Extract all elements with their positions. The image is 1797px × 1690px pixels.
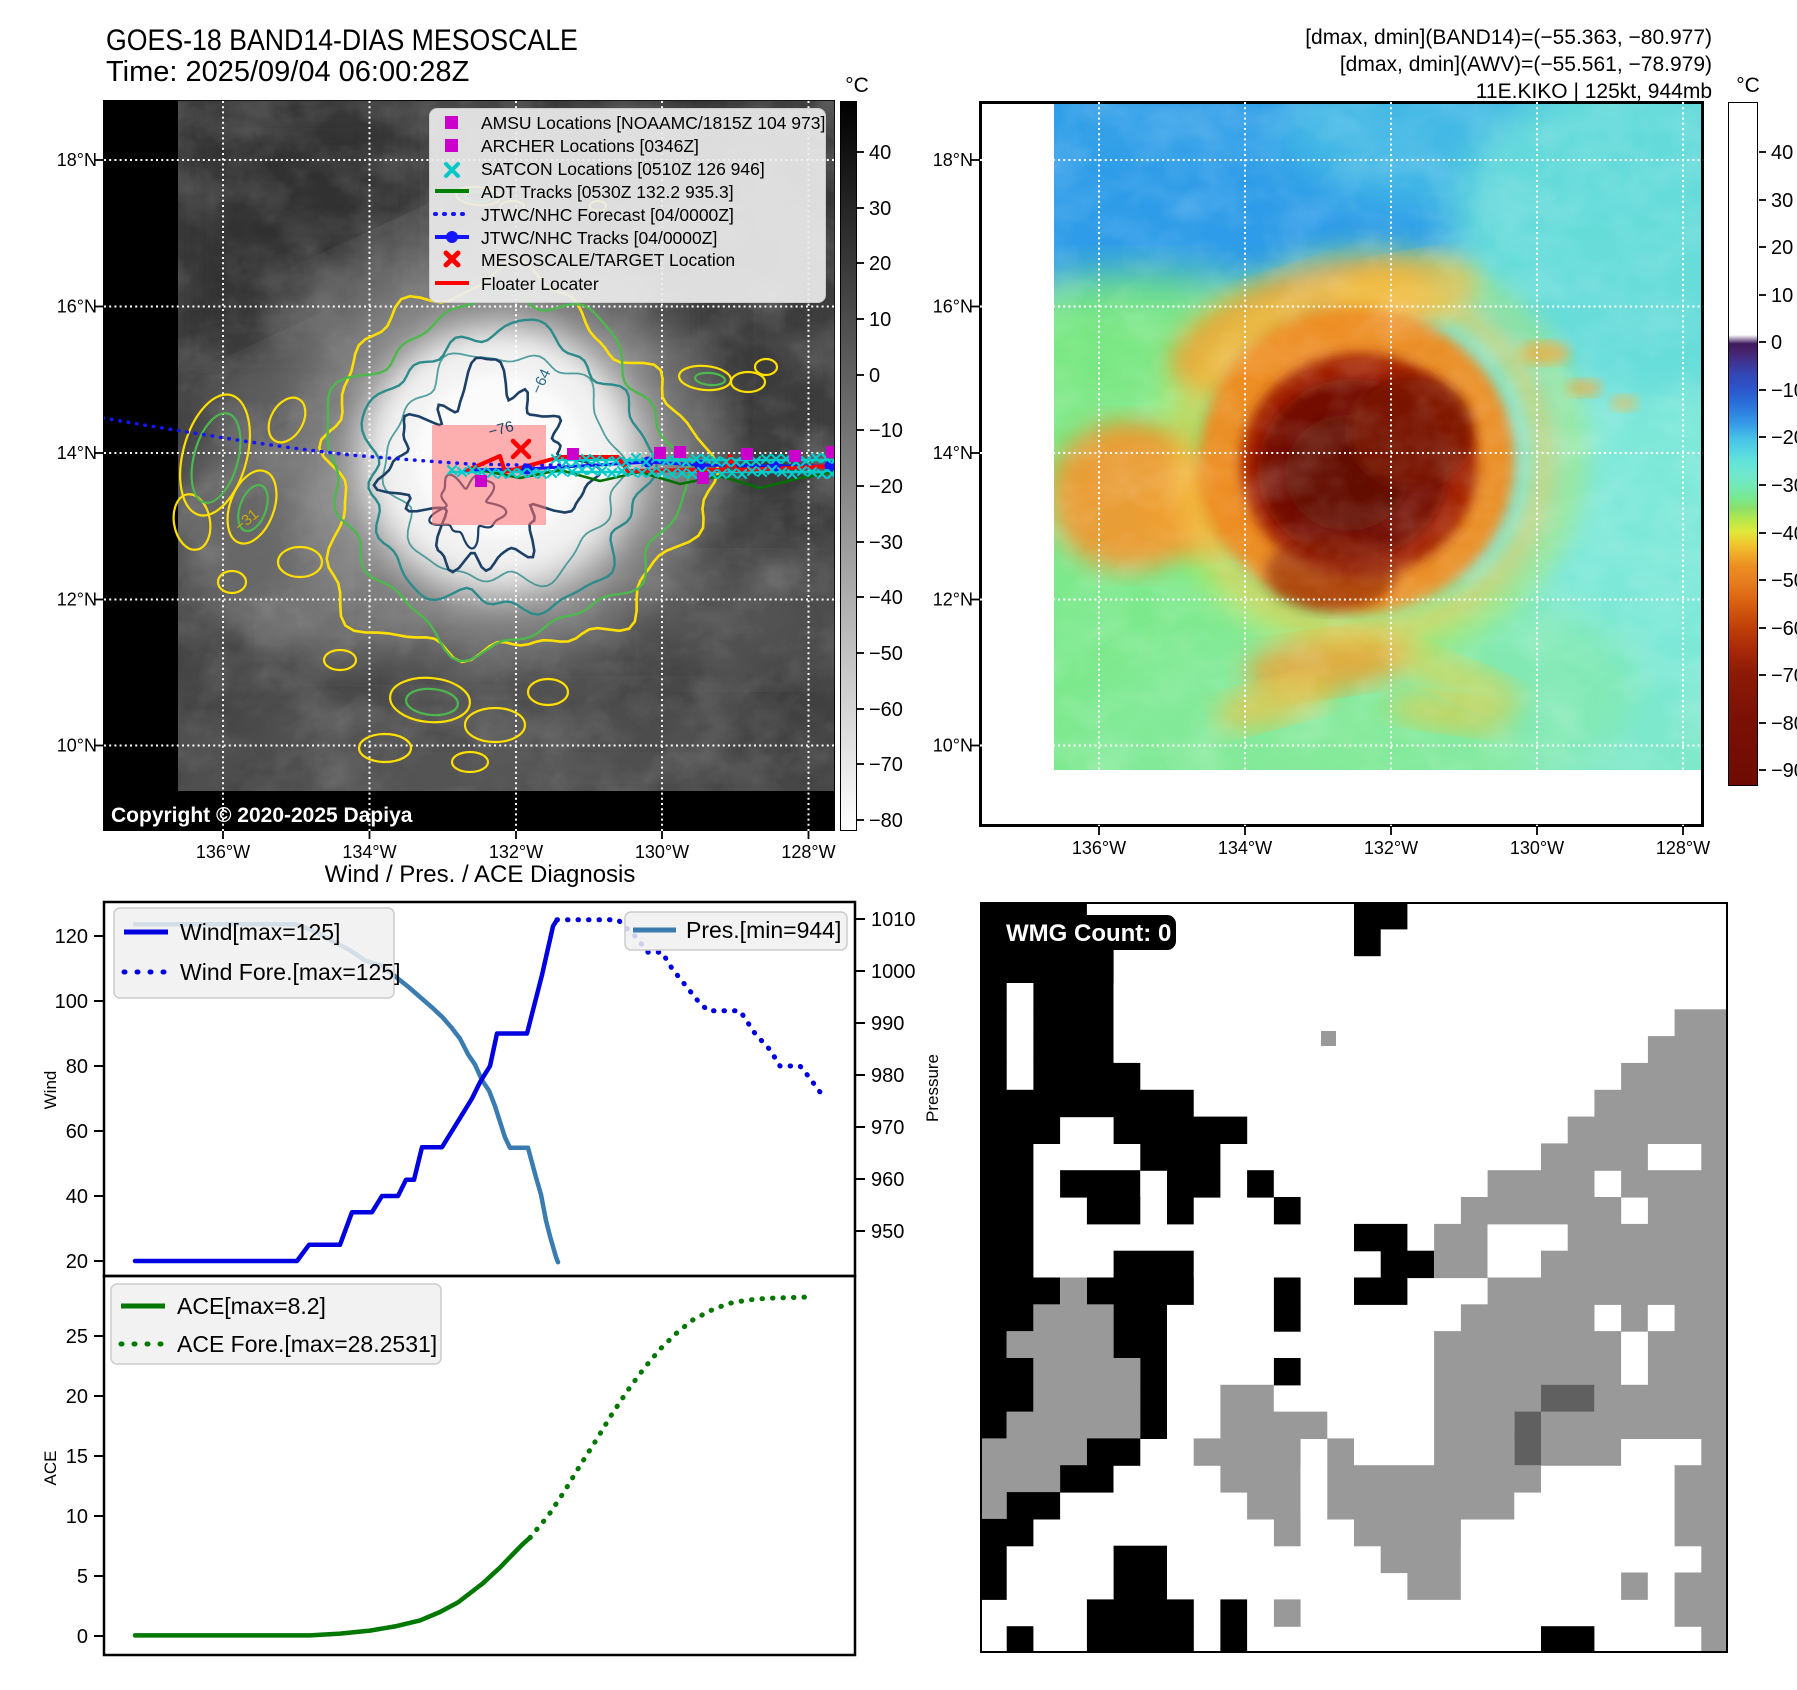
svg-text:15: 15 <box>66 1446 88 1468</box>
svg-text:12°N: 12°N <box>57 590 97 610</box>
svg-text:134°W: 134°W <box>1218 838 1272 858</box>
svg-text:−70: −70 <box>869 754 903 776</box>
svg-text:Copyright © 2020-2025 Dapiya: Copyright © 2020-2025 Dapiya <box>111 804 413 827</box>
svg-text:20: 20 <box>1771 237 1793 259</box>
svg-text:20: 20 <box>869 253 891 275</box>
svg-text:132°W: 132°W <box>1364 838 1418 858</box>
svg-text:Wind: Wind <box>41 1071 60 1110</box>
svg-text:JTWC/NHC Forecast [04/0000Z]: JTWC/NHC Forecast [04/0000Z] <box>481 205 734 225</box>
svg-text:14°N: 14°N <box>933 443 973 463</box>
svg-text:−76: −76 <box>487 418 516 441</box>
svg-text:134°W: 134°W <box>342 842 396 862</box>
svg-text:1010: 1010 <box>871 909 916 931</box>
svg-text:40: 40 <box>66 1186 88 1208</box>
svg-text:Pres.[min=944]: Pres.[min=944] <box>686 917 841 943</box>
svg-text:−80: −80 <box>869 810 903 832</box>
svg-text:960: 960 <box>871 1169 904 1191</box>
svg-text:SATCON Locations [0510Z 126 94: SATCON Locations [0510Z 126 946] <box>481 159 765 179</box>
svg-text:20: 20 <box>66 1251 88 1273</box>
svg-text:0: 0 <box>1771 332 1782 354</box>
svg-text:130°W: 130°W <box>1510 838 1564 858</box>
svg-text:80: 80 <box>66 1056 88 1078</box>
svg-text:−40: −40 <box>869 587 903 609</box>
svg-text:16°N: 16°N <box>57 297 97 317</box>
svg-text:°C: °C <box>845 74 869 97</box>
svg-text:ARCHER Locations [0346Z]: ARCHER Locations [0346Z] <box>481 136 699 156</box>
svg-text:Pressure: Pressure <box>923 1054 942 1122</box>
svg-text:10: 10 <box>1771 285 1793 307</box>
svg-text:1000: 1000 <box>871 961 916 983</box>
svg-text:40: 40 <box>869 142 891 164</box>
svg-text:ACE Fore.[max=28.2531]: ACE Fore.[max=28.2531] <box>177 1331 437 1357</box>
svg-text:−20: −20 <box>869 476 903 498</box>
svg-text:−10: −10 <box>1771 380 1797 402</box>
svg-text:ACE[max=8.2]: ACE[max=8.2] <box>177 1293 326 1319</box>
svg-text:−20: −20 <box>1771 427 1797 449</box>
svg-text:30: 30 <box>1771 190 1793 212</box>
svg-text:25: 25 <box>66 1326 88 1348</box>
svg-text:−80: −80 <box>1771 713 1797 735</box>
svg-text:0: 0 <box>869 365 880 387</box>
svg-text:130°W: 130°W <box>635 842 689 862</box>
svg-text:10: 10 <box>66 1506 88 1528</box>
svg-text:970: 970 <box>871 1117 904 1139</box>
svg-text:MESOSCALE/TARGET Location: MESOSCALE/TARGET Location <box>481 250 735 270</box>
svg-text:−90: −90 <box>1771 760 1797 782</box>
svg-text:−40: −40 <box>1771 523 1797 545</box>
svg-text:18°N: 18°N <box>933 150 973 170</box>
svg-text:132°W: 132°W <box>489 842 543 862</box>
svg-text:Wind[max=125]: Wind[max=125] <box>180 919 340 945</box>
svg-text:JTWC/NHC Tracks [04/0000Z]: JTWC/NHC Tracks [04/0000Z] <box>481 228 717 248</box>
svg-text:128°W: 128°W <box>781 842 835 862</box>
svg-text:18°N: 18°N <box>57 150 97 170</box>
svg-text:60: 60 <box>66 1121 88 1143</box>
svg-text:980: 980 <box>871 1065 904 1087</box>
svg-text:40: 40 <box>1771 142 1793 164</box>
svg-text:WMG Count: 0: WMG Count: 0 <box>1006 920 1171 947</box>
svg-text:Floater Locater: Floater Locater <box>481 274 599 294</box>
svg-text:136°W: 136°W <box>1072 838 1126 858</box>
svg-text:136°W: 136°W <box>196 842 250 862</box>
svg-text:20: 20 <box>66 1386 88 1408</box>
svg-text:5: 5 <box>77 1566 88 1588</box>
svg-text:ACE: ACE <box>41 1451 60 1486</box>
svg-text:−60: −60 <box>869 699 903 721</box>
svg-text:128°W: 128°W <box>1656 838 1710 858</box>
svg-text:−50: −50 <box>869 643 903 665</box>
svg-text:30: 30 <box>869 198 891 220</box>
svg-text:990: 990 <box>871 1013 904 1035</box>
svg-text:Wind Fore.[max=125]: Wind Fore.[max=125] <box>180 959 401 985</box>
svg-text:16°N: 16°N <box>933 297 973 317</box>
svg-text:−30: −30 <box>1771 475 1797 497</box>
svg-text:AMSU Locations [NOAAMC/1815Z 1: AMSU Locations [NOAAMC/1815Z 104 973] <box>481 113 825 133</box>
svg-text:ADT Tracks [0530Z 132.2 935.3]: ADT Tracks [0530Z 132.2 935.3] <box>481 182 734 202</box>
svg-text:14°N: 14°N <box>57 443 97 463</box>
svg-text:−30: −30 <box>869 532 903 554</box>
svg-text:−10: −10 <box>869 420 903 442</box>
svg-text:10: 10 <box>869 309 891 331</box>
svg-text:°C: °C <box>1736 74 1760 97</box>
svg-text:12°N: 12°N <box>933 590 973 610</box>
svg-text:950: 950 <box>871 1221 904 1243</box>
svg-text:10°N: 10°N <box>933 736 973 756</box>
svg-text:−60: −60 <box>1771 618 1797 640</box>
svg-text:−70: −70 <box>1771 665 1797 687</box>
svg-text:0: 0 <box>77 1626 88 1648</box>
svg-text:120: 120 <box>55 926 88 948</box>
svg-text:10°N: 10°N <box>57 736 97 756</box>
svg-text:100: 100 <box>55 991 88 1013</box>
svg-text:−50: −50 <box>1771 570 1797 592</box>
